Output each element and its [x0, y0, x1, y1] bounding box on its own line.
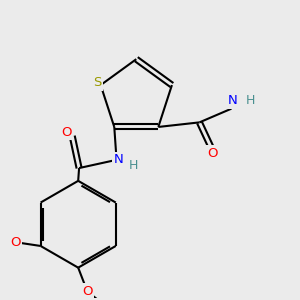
Text: N: N — [113, 153, 123, 166]
Text: S: S — [93, 76, 101, 89]
Text: O: O — [207, 147, 218, 160]
Text: H: H — [246, 94, 255, 107]
Text: N: N — [227, 94, 237, 107]
Text: O: O — [61, 126, 72, 139]
Text: O: O — [10, 236, 21, 249]
Text: H: H — [129, 159, 139, 172]
Text: O: O — [82, 285, 93, 298]
